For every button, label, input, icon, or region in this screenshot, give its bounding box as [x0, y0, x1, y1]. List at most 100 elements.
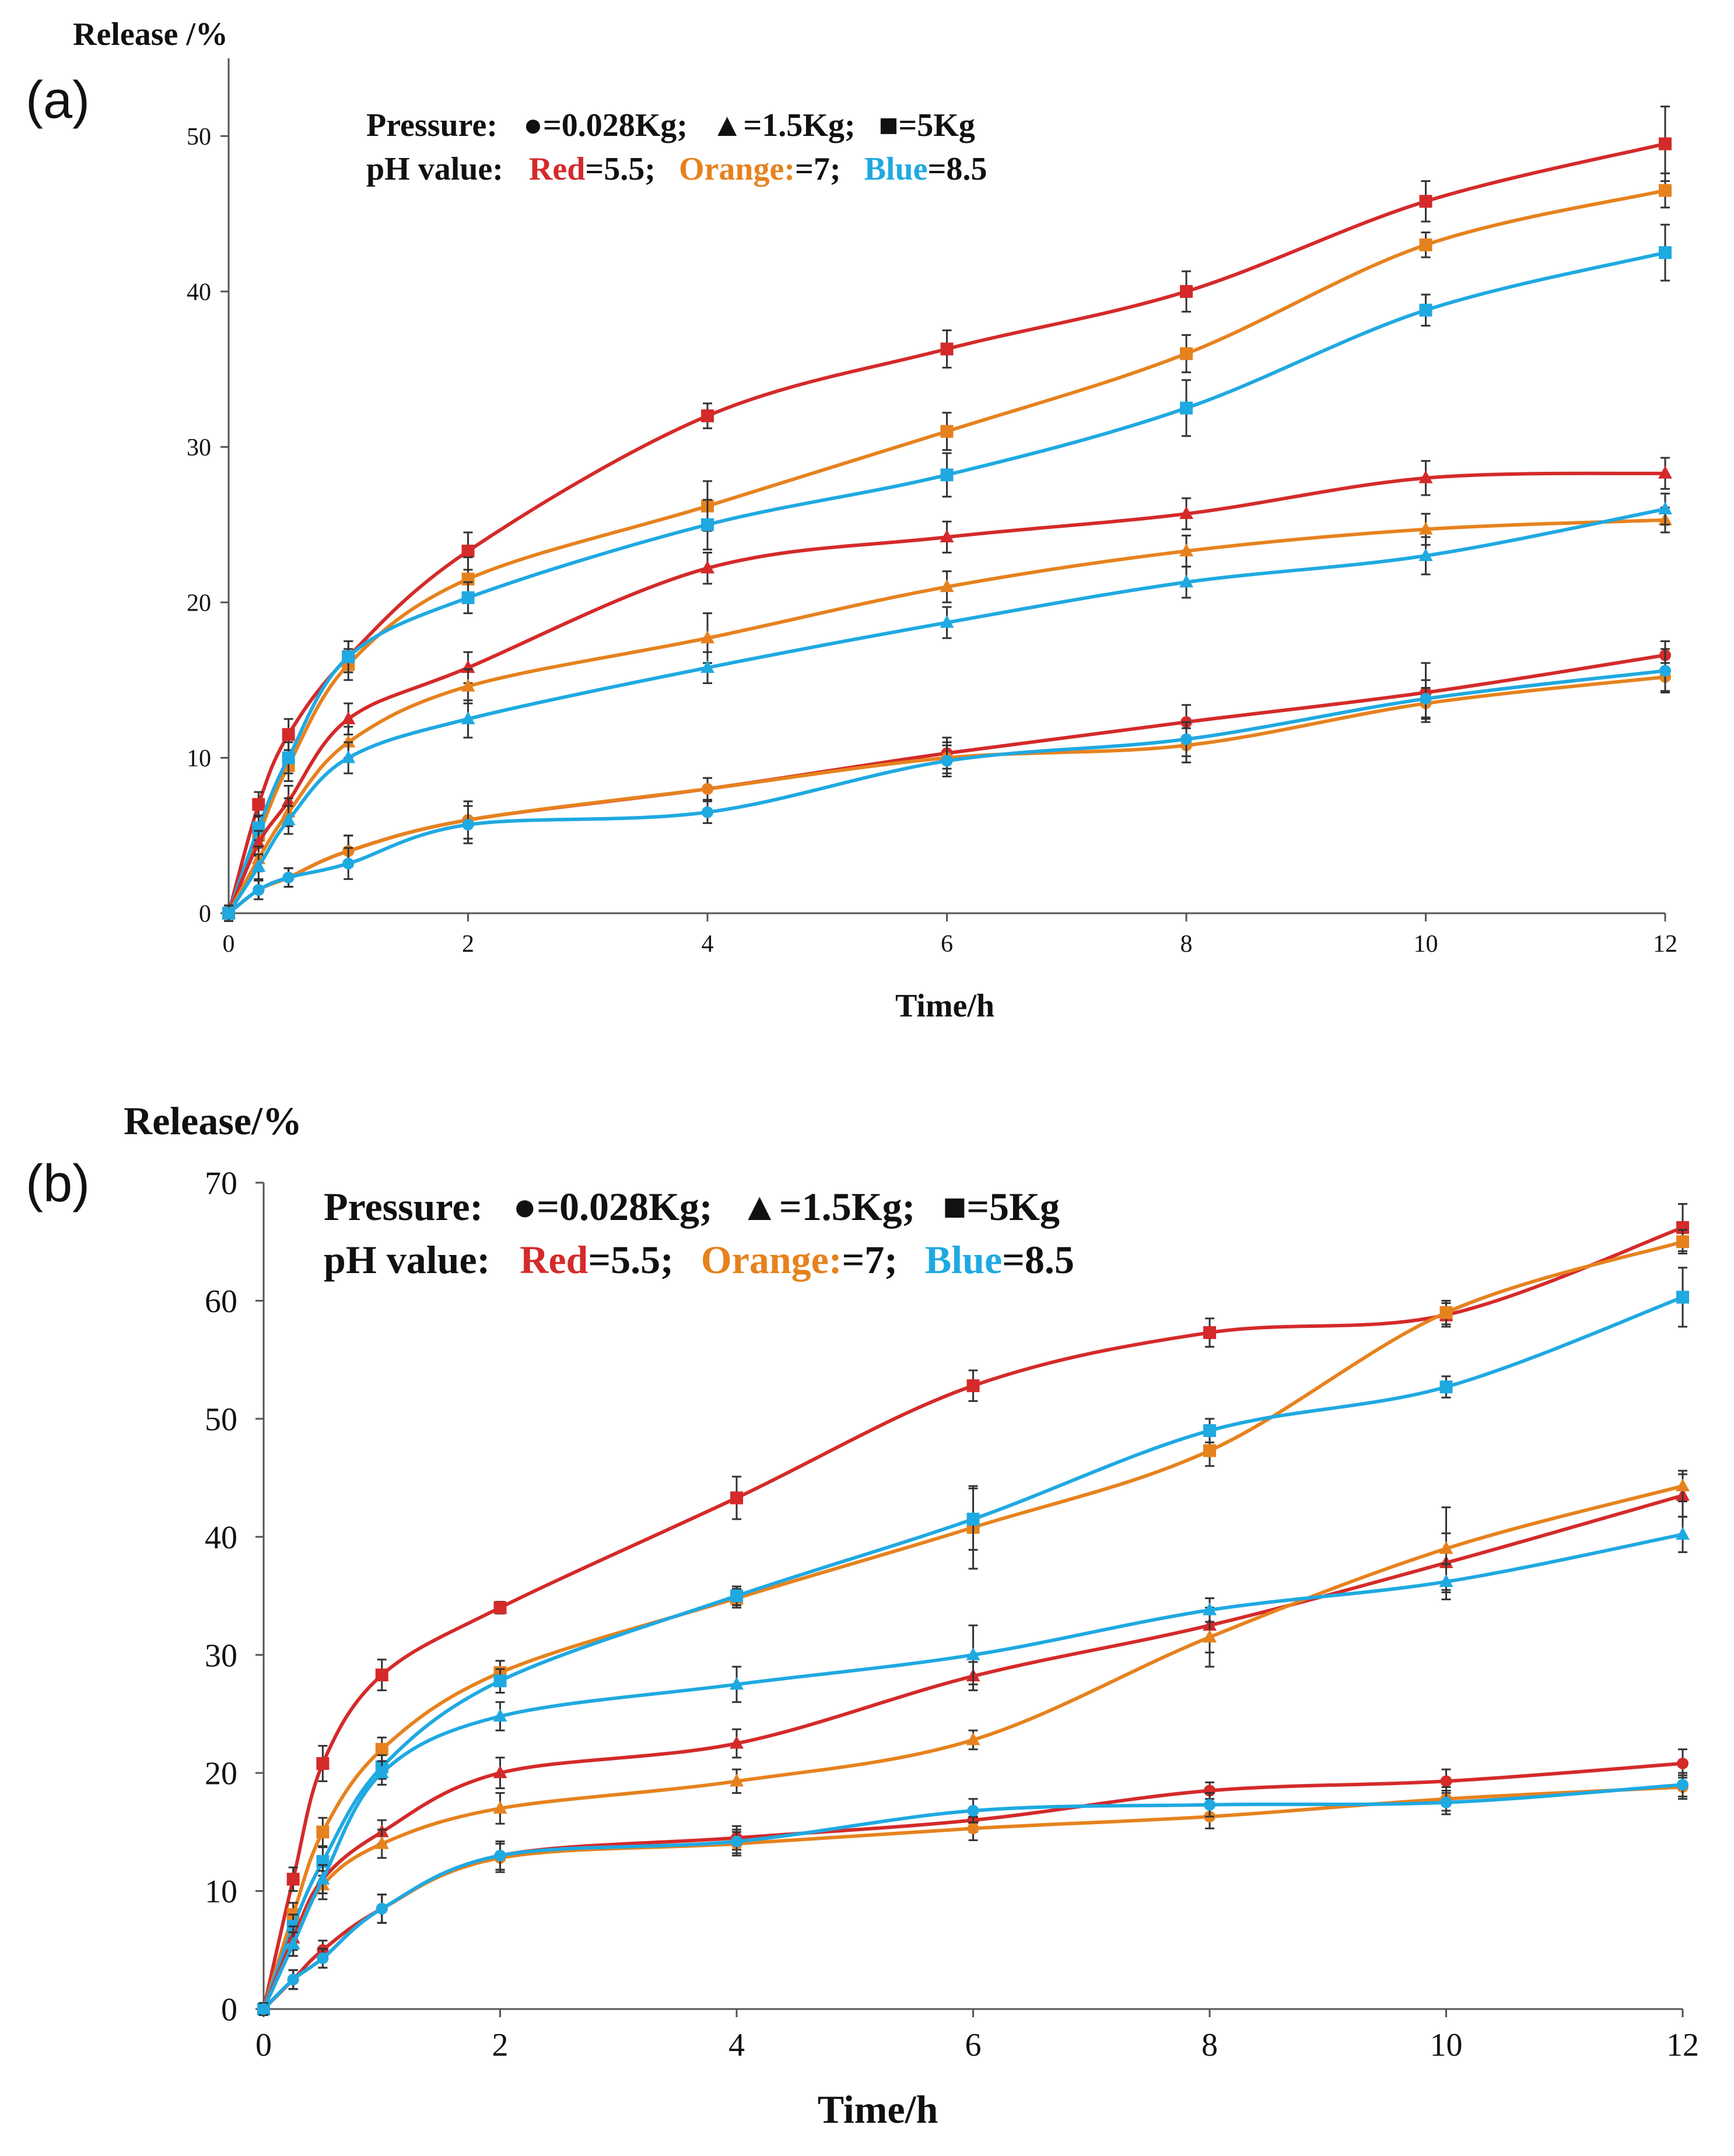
data-point [375, 1668, 388, 1682]
legend-circle-text: =0.028Kg; [543, 107, 688, 143]
y-tick-label: 40 [187, 279, 211, 306]
data-point [702, 806, 713, 818]
legend-ph-orange: Orange: [701, 1237, 842, 1282]
data-point [966, 1647, 980, 1660]
data-point [493, 1708, 507, 1722]
data-point [702, 783, 713, 795]
data-point [700, 630, 714, 644]
data-point [1659, 246, 1672, 260]
x-tick-label: 0 [223, 931, 235, 958]
data-point [1203, 1602, 1217, 1615]
data-point [1676, 1527, 1690, 1540]
data-point [940, 468, 954, 482]
data-point [700, 660, 714, 673]
data-point [1203, 1326, 1216, 1340]
data-point [730, 1736, 744, 1749]
y-tick-label: 10 [205, 1874, 237, 1910]
y-tick-label: 20 [205, 1756, 237, 1792]
data-point [1677, 1757, 1689, 1769]
data-point [461, 591, 475, 604]
legend-b: Pressure: ●=0.028Kg; ▲=1.5Kg; ■=5Kg pH v… [324, 1184, 1074, 1282]
data-point [494, 1849, 506, 1861]
data-point [1659, 665, 1671, 677]
data-point [316, 1871, 330, 1885]
data-point [1440, 1775, 1452, 1787]
data-point [967, 1804, 979, 1817]
panel-label-b: (b) [26, 1155, 90, 1213]
legend-square-marker: ■ [879, 107, 899, 143]
x-tick-label: 0 [255, 2027, 272, 2063]
legend-square-text: =5Kg [898, 107, 975, 143]
data-point [1179, 574, 1193, 588]
data-point [282, 871, 295, 884]
data-point [282, 728, 295, 741]
data-point [1203, 1424, 1216, 1438]
data-point [1179, 506, 1193, 519]
legend-ph-prefix: pH value: [324, 1237, 490, 1282]
data-point [1439, 1380, 1453, 1394]
data-point [966, 1512, 980, 1526]
data-point [940, 425, 954, 438]
data-point [1419, 195, 1432, 208]
x-tick-label: 4 [702, 931, 714, 958]
data-point [1676, 1478, 1690, 1492]
y-tick-label: 10 [187, 745, 211, 772]
series-line [227, 669, 1667, 915]
data-point [1179, 543, 1193, 556]
data-point [940, 579, 954, 593]
legend-ph-blue-value: =8.5 [1002, 1237, 1074, 1282]
series-blue-circle [258, 1772, 1689, 2016]
y-tick-label: 0 [221, 1992, 237, 2028]
series-blue-triangle [222, 492, 1672, 922]
x-tick-label: 6 [965, 2027, 982, 2063]
legend-ph-orange-value: =7; [842, 1237, 897, 1282]
data-point [1418, 521, 1433, 535]
x-tick-label: 2 [462, 931, 474, 958]
data-point [342, 857, 355, 870]
data-point [341, 734, 356, 748]
y-tick-label: 0 [199, 901, 211, 928]
series-line [227, 507, 1667, 915]
data-point [317, 1952, 329, 1964]
x-tick-label: 8 [1180, 931, 1193, 958]
data-point [730, 1491, 743, 1505]
data-point [701, 409, 714, 423]
data-point [1676, 1291, 1689, 1304]
data-point [223, 907, 234, 919]
data-point [374, 1836, 389, 1849]
series-line [227, 471, 1667, 915]
legend-triangle-marker: ▲ [740, 1184, 779, 1229]
legend-ph-blue-value: =8.5 [927, 151, 987, 187]
data-point [286, 1873, 300, 1886]
legend-square-marker: ■ [943, 1184, 966, 1229]
y-tick-label: 30 [187, 434, 211, 461]
data-point [1439, 1574, 1453, 1587]
data-point [1419, 238, 1432, 251]
data-point [1204, 1799, 1215, 1811]
legend-triangle-text: =1.5Kg; [779, 1184, 915, 1229]
data-point [493, 1674, 507, 1688]
data-point [251, 836, 266, 849]
data-point [461, 544, 475, 558]
data-point [341, 750, 356, 763]
legend-ph-red-value: =5.5; [588, 1237, 673, 1282]
data-point [374, 1765, 389, 1779]
x-tick-label: 6 [941, 931, 953, 958]
series-line [227, 675, 1667, 915]
y-axis-title-a: Release /% [73, 16, 228, 52]
x-axis-title-b: Time/h [818, 2087, 938, 2132]
data-point [493, 1800, 507, 1814]
data-point [1676, 1235, 1689, 1249]
data-point [253, 884, 265, 896]
y-tick-label: 50 [187, 124, 211, 150]
data-point [730, 1677, 744, 1690]
chart-panel-a: (a) Release /% Time/h Pressure: ●=0.028K… [26, 16, 1677, 1024]
legend-a: Pressure: ●=0.028Kg; ▲=1.5Kg; ■=5Kg pH v… [366, 107, 987, 187]
series-blue-circle [223, 648, 1671, 922]
data-point [493, 1765, 507, 1779]
y-tick-label: 30 [205, 1638, 237, 1674]
legend-ph-prefix: pH value: [366, 151, 503, 187]
x-tick-label: 12 [1666, 2027, 1699, 2063]
data-point [252, 798, 265, 811]
data-point [376, 1902, 388, 1915]
